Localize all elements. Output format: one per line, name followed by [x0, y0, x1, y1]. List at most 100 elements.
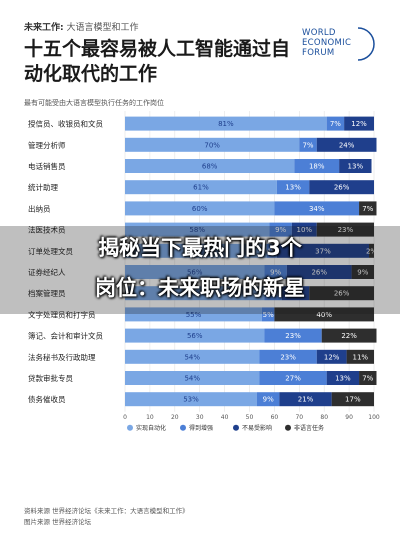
row-label: 统计助理 [28, 182, 58, 192]
data-label: 23% [338, 226, 354, 234]
legend-entry: 非语言任务 [294, 424, 324, 432]
data-label: 27% [285, 375, 301, 383]
bar-segment [281, 286, 310, 301]
bar-segment [256, 392, 280, 407]
bar-segment [369, 243, 374, 258]
data-label: 11% [288, 290, 304, 298]
data-label: 81% [218, 120, 234, 128]
data-label: 26% [334, 290, 350, 298]
data-label: 10% [296, 226, 312, 234]
data-label: 23% [280, 353, 296, 361]
overlay-line1: 揭秘当下最热门的3个 [98, 236, 302, 260]
data-label: 58% [189, 226, 205, 234]
bar-segment [316, 349, 347, 364]
data-label: 13% [335, 375, 351, 383]
x-tick-label: 10 [146, 414, 154, 421]
wef-logo: WORLD ECONOMIC FORUM [302, 28, 351, 58]
bar-segment [339, 159, 372, 173]
data-label: 56% [187, 269, 203, 277]
data-label: 7% [302, 141, 313, 149]
bar-segment [294, 159, 340, 173]
bar-segment [125, 137, 300, 152]
data-label: 13% [348, 163, 364, 171]
data-label: 18% [309, 163, 325, 171]
bar-segment [125, 328, 265, 343]
row-label: 法医技术员 [28, 225, 66, 235]
bar-segment [309, 180, 374, 195]
data-label: 54% [184, 375, 200, 383]
data-label: 61% [193, 184, 209, 192]
data-label: 9% [357, 269, 368, 277]
data-label: 11% [353, 353, 369, 361]
bar-segment [259, 371, 327, 385]
bar-segment [266, 243, 277, 258]
row-label: 档案管理员 [28, 288, 66, 298]
row-label: 簿记、会计和审计文员 [28, 331, 103, 341]
data-label: 56% [187, 290, 203, 298]
data-label: 60% [192, 205, 208, 213]
data-label: 34% [309, 205, 325, 213]
row-label: 法务秘书及行政助理 [28, 352, 96, 362]
data-label: 56% [187, 332, 203, 340]
row-label: 订单处理文员 [28, 246, 73, 256]
bar-segment [125, 265, 265, 279]
row-label: 贷款审批专员 [28, 373, 73, 383]
legend-entry: 实现自动化 [136, 424, 166, 432]
bar-segment [331, 392, 374, 407]
legend-entry: 不易受影响 [242, 424, 272, 432]
data-label: 22% [341, 332, 357, 340]
bar-segment [125, 307, 262, 322]
x-tick-label: 70 [295, 414, 303, 421]
bar-segment [351, 265, 374, 279]
x-tick-label: 100 [368, 414, 380, 421]
footer-source: 资料来源 世界经济论坛《未来工作：大语言模型和工作》 [24, 507, 189, 515]
data-label: 26% [334, 184, 350, 192]
row-label: 文字处理员和打字员 [28, 309, 96, 319]
data-label: 21% [298, 396, 314, 404]
wef-logo-arc [357, 27, 375, 61]
data-label: 7% [268, 290, 279, 298]
data-label: 7% [362, 205, 373, 213]
x-tick-label: 50 [246, 414, 254, 421]
row-label: 债务催收员 [28, 394, 66, 404]
bar-segment [264, 286, 282, 301]
legend-marker [233, 424, 239, 431]
chart-subtitle: 最有可能受由大语言模型执行任务的工作岗位 [24, 99, 164, 107]
bar-segment [269, 222, 292, 237]
data-label: 7% [330, 120, 341, 128]
bar-segment [344, 116, 374, 131]
bar-segment [286, 265, 352, 279]
row-label: 授信员、收银员和文员 [28, 119, 103, 129]
data-label: 12% [324, 353, 340, 361]
page-title: 十五个最容易被人工智能通过自动化取代的工作 [24, 38, 291, 85]
legend-marker [180, 424, 186, 431]
bar-segment [125, 349, 260, 364]
data-label: 2% [366, 247, 377, 255]
bar-segment [291, 222, 317, 237]
bar-segment [274, 201, 360, 216]
bar-segment [316, 222, 374, 237]
data-label: 40% [316, 311, 332, 319]
bar-segment [125, 222, 270, 237]
bar-segment [125, 371, 260, 385]
bar-segment [264, 265, 287, 279]
bar-segment [316, 137, 377, 152]
row-label: 证券经纪人 [28, 267, 66, 277]
row-label: 出纳员 [28, 203, 51, 213]
legend-marker [127, 424, 133, 431]
data-label: 13% [285, 184, 301, 192]
data-label: 55% [186, 311, 202, 319]
x-tick-label: 30 [196, 414, 204, 421]
bar-segment [125, 159, 295, 173]
bar-segment [299, 137, 317, 152]
bar-segment [125, 392, 257, 407]
bar-segment [264, 328, 322, 343]
footer-image-source: 图片来源 世界经济论坛 [24, 518, 92, 526]
data-label: 7% [362, 375, 373, 383]
header-brand: 未来工作: [24, 23, 64, 33]
x-tick-label: 90 [345, 414, 353, 421]
overlay-banner [0, 226, 400, 314]
data-label: 57% [188, 247, 204, 255]
bar-segment [276, 180, 310, 195]
overlay-line2: 岗位：未来职场的新星 [95, 276, 305, 300]
